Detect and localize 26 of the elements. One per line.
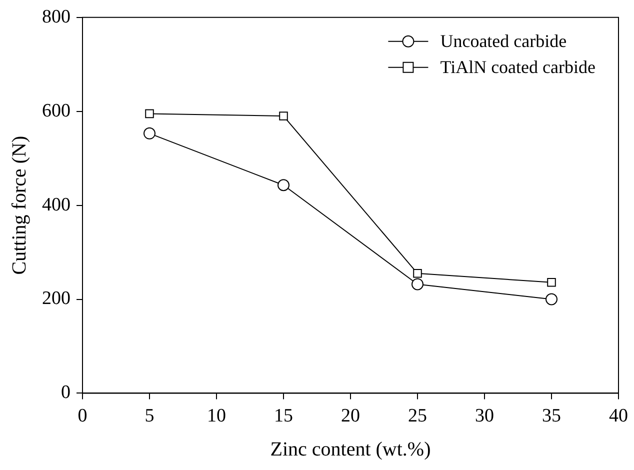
y-tick-label: 400 xyxy=(42,194,70,216)
x-tick-label: 10 xyxy=(207,406,226,427)
x-tick-label: 40 xyxy=(609,406,628,427)
point xyxy=(278,179,290,192)
point xyxy=(546,293,558,306)
x-tick-label: 25 xyxy=(408,406,427,427)
legend-label: Uncoated carbide xyxy=(440,31,567,52)
point xyxy=(412,278,424,290)
point xyxy=(145,109,154,118)
y-tick-label: 800 xyxy=(42,6,70,28)
y-tick-label: 200 xyxy=(42,288,70,310)
y-tick-label: 0 xyxy=(61,382,70,404)
x-tick-label: 20 xyxy=(341,406,360,427)
point xyxy=(413,269,422,278)
x-axis-title: Zinc content (wt.%) xyxy=(270,438,431,460)
x-tick-label: 5 xyxy=(144,406,154,427)
x-tick-label: 15 xyxy=(274,406,293,427)
x-tick-label: 30 xyxy=(475,406,494,427)
y-tick-label: 600 xyxy=(42,100,70,122)
x-tick-label: 0 xyxy=(78,406,88,427)
legend-label: TiAlN coated carbide xyxy=(440,57,596,78)
point xyxy=(547,278,556,287)
point xyxy=(144,127,156,140)
point xyxy=(279,112,288,120)
x-tick-label: 35 xyxy=(542,406,561,427)
y-axis-title: Cutting force (N) xyxy=(8,136,30,275)
